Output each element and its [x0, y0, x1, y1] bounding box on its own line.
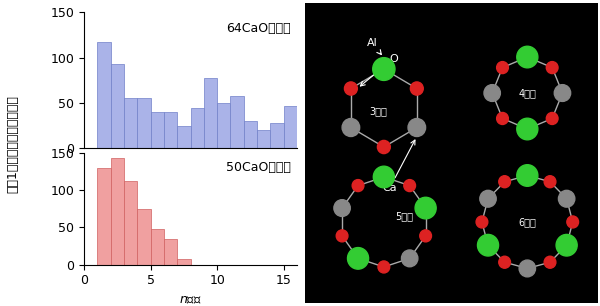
Circle shape — [404, 180, 416, 192]
Bar — [217, 103, 230, 148]
Circle shape — [336, 230, 348, 242]
Bar — [257, 130, 271, 148]
Text: O: O — [361, 54, 398, 86]
Circle shape — [478, 234, 499, 256]
Circle shape — [342, 118, 359, 136]
Circle shape — [352, 180, 364, 192]
X-axis label: $n$員環: $n$員環 — [179, 293, 202, 306]
Text: Ca: Ca — [382, 140, 415, 193]
Circle shape — [334, 200, 350, 216]
Bar — [164, 239, 177, 265]
Circle shape — [378, 261, 390, 273]
Circle shape — [544, 256, 556, 268]
Circle shape — [476, 216, 488, 228]
Circle shape — [547, 62, 558, 73]
Bar — [137, 209, 151, 265]
Text: 6員環: 6員環 — [518, 217, 536, 227]
Circle shape — [408, 118, 425, 136]
Circle shape — [347, 248, 368, 269]
Circle shape — [484, 85, 500, 101]
Bar — [137, 99, 151, 148]
Circle shape — [420, 230, 431, 242]
Circle shape — [480, 190, 496, 207]
Circle shape — [544, 176, 556, 188]
Bar — [151, 112, 164, 148]
Bar — [110, 64, 124, 148]
Bar — [191, 107, 204, 148]
Bar — [164, 112, 177, 148]
Text: 50CaOガラス: 50CaOガラス — [226, 161, 290, 174]
Circle shape — [517, 46, 538, 68]
Bar — [204, 78, 217, 148]
Circle shape — [547, 113, 558, 125]
Bar — [177, 126, 191, 148]
Circle shape — [344, 82, 358, 95]
Bar — [271, 123, 284, 148]
Bar — [284, 106, 297, 148]
Text: 3員環: 3員環 — [369, 106, 387, 116]
Circle shape — [556, 234, 577, 256]
Circle shape — [517, 118, 538, 140]
Text: 原子1個あたりのリングの数: 原子1個あたりのリングの数 — [7, 95, 20, 193]
Circle shape — [554, 85, 571, 101]
Circle shape — [415, 197, 436, 219]
Bar — [124, 99, 137, 148]
Circle shape — [499, 256, 511, 268]
Circle shape — [373, 58, 395, 80]
Bar — [110, 158, 124, 265]
Bar — [97, 42, 110, 148]
Circle shape — [519, 260, 536, 277]
Circle shape — [517, 165, 538, 186]
Text: 64CaOガラス: 64CaOガラス — [226, 22, 290, 35]
Text: 4員環: 4員環 — [518, 88, 536, 98]
Circle shape — [559, 190, 575, 207]
Circle shape — [567, 216, 578, 228]
Circle shape — [497, 113, 508, 125]
Bar — [297, 135, 310, 148]
Circle shape — [373, 166, 394, 188]
Circle shape — [377, 140, 390, 154]
Circle shape — [410, 82, 423, 95]
Text: Al: Al — [367, 38, 382, 54]
Bar — [97, 168, 110, 265]
Circle shape — [499, 176, 511, 188]
Bar — [124, 181, 137, 265]
Circle shape — [401, 250, 418, 267]
Bar — [230, 96, 244, 148]
Bar — [244, 121, 257, 148]
Text: 5員環: 5員環 — [395, 211, 413, 221]
Bar — [177, 259, 191, 265]
Circle shape — [497, 62, 508, 73]
Bar — [151, 229, 164, 265]
